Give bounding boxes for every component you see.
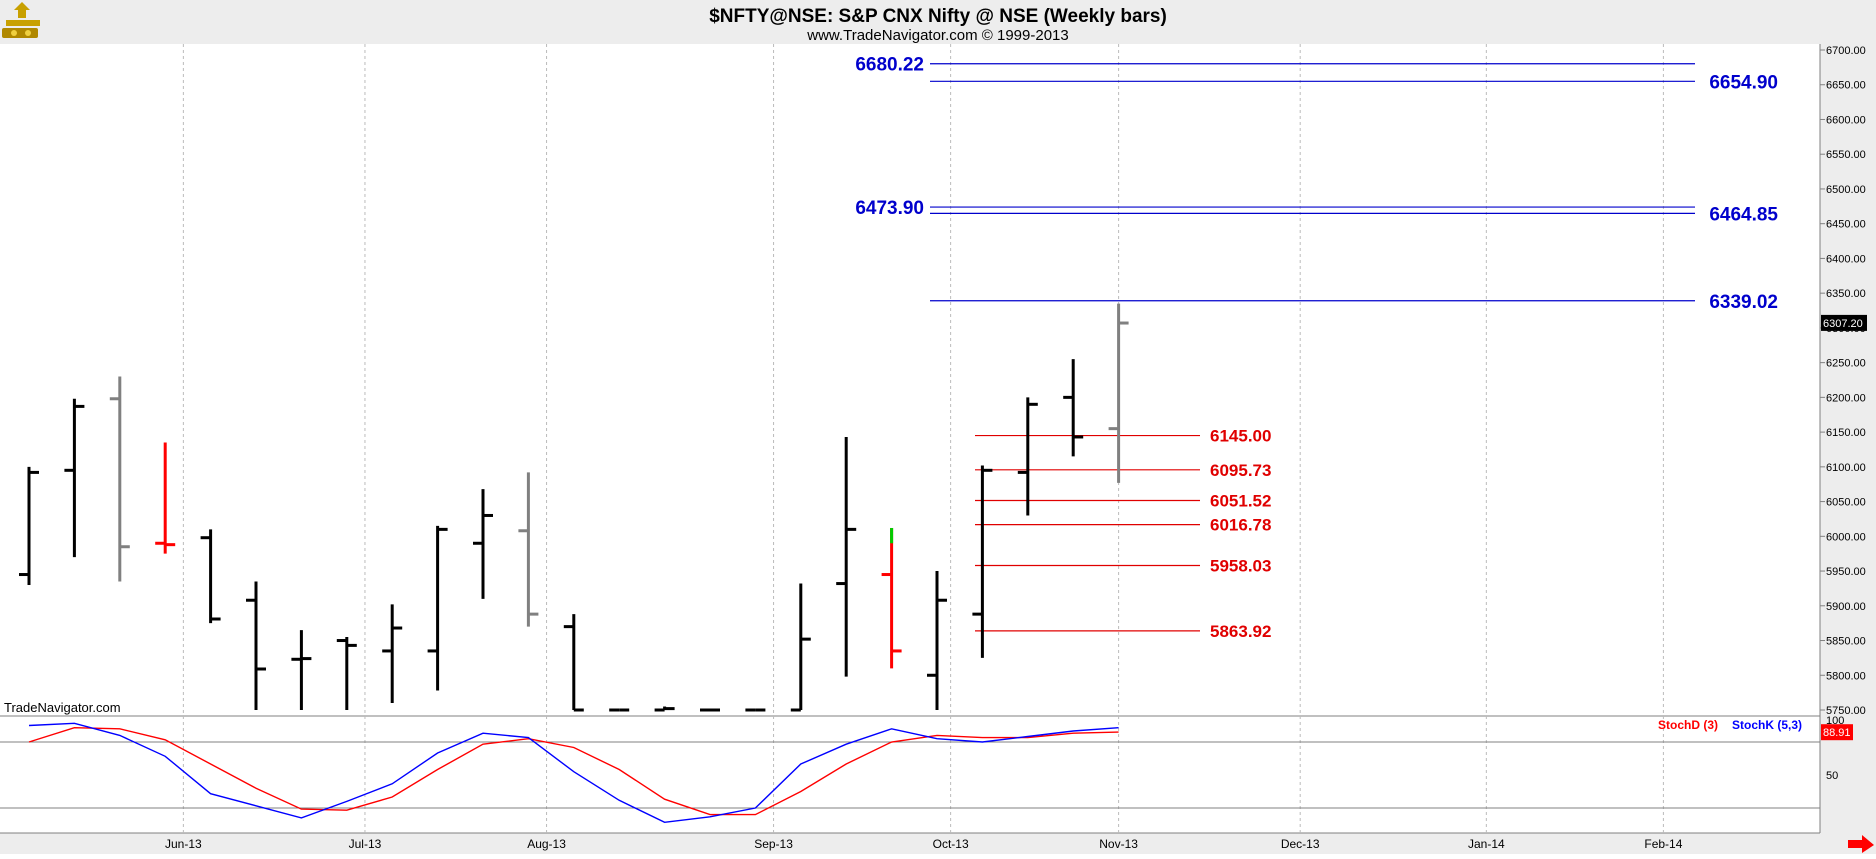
price-tick-label: 6350.00 [1826, 288, 1866, 300]
price-bar [427, 525, 448, 691]
watermark: TradeNavigator.com [4, 700, 121, 715]
support-level-label: 5958.03 [1210, 556, 1271, 575]
date-tick-label: Jun-13 [165, 837, 202, 851]
support-level-label: 6095.73 [1210, 461, 1271, 480]
date-tick-label: Sep-13 [754, 837, 793, 851]
price-tick-label: 6600.00 [1826, 114, 1866, 126]
stoch-last-label: 88.91 [1823, 727, 1851, 739]
date-axis-background [0, 833, 1876, 854]
last-price-tag [1821, 314, 1867, 331]
stoch-last-tag [1821, 724, 1853, 741]
price-tick-label: 5850.00 [1826, 636, 1866, 648]
price-bar [518, 472, 539, 627]
date-tick-label: Jan-14 [1468, 837, 1505, 851]
resistance-level-label: 6464.85 [1709, 204, 1778, 225]
resistance-level-label: 6473.90 [855, 198, 924, 219]
price-bar [563, 614, 584, 712]
price-bar [881, 527, 902, 669]
support-level-label: 6145.00 [1210, 427, 1271, 446]
price-tick-label: 6000.00 [1826, 531, 1866, 543]
stoch-k-line [28, 722, 1119, 824]
price-tick-label: 5750.00 [1826, 705, 1866, 717]
price-bar [927, 571, 947, 710]
price-bar [473, 489, 493, 599]
price-bar [790, 583, 811, 712]
price-bar [19, 466, 39, 585]
date-tick-label: Dec-13 [1281, 837, 1320, 851]
date-tick-label: Aug-13 [527, 837, 566, 851]
support-level-label: 5863.92 [1210, 622, 1271, 641]
axes: Jun-13 Jul-13 Aug-13 Sep-13 Oct-13 Nov-13 Dec-… [165, 45, 1867, 851]
stoch-d-legend: StochD (3) [1658, 718, 1718, 732]
chart-subtitle: www.TradeNavigator.com © 1999-2013 [806, 27, 1068, 44]
price-bar [109, 376, 130, 582]
price-bar [382, 604, 403, 704]
price-tick-label: 6100.00 [1826, 462, 1866, 474]
stoch-d-line [28, 726, 1119, 816]
price-tick-label: 5900.00 [1826, 601, 1866, 613]
title-bar [0, 0, 1876, 44]
stoch-k-legend: StochK (5,3) [1732, 718, 1802, 732]
resistance-level-label: 6654.90 [1709, 72, 1778, 93]
price-bar [1017, 397, 1038, 516]
stochastic-panel: StochD (3) StochK (5,3) [0, 718, 1820, 824]
price-bar [336, 637, 357, 710]
price-tick-label: 6550.00 [1826, 149, 1866, 161]
price-tick-label: 6700.00 [1826, 45, 1866, 57]
date-tick-label: Oct-13 [933, 837, 969, 851]
price-bar [972, 465, 993, 658]
chart-title: $NFTY@NSE: S&P CNX Nifty @ NSE (Weekly b… [709, 6, 1167, 27]
price-bar [654, 706, 675, 712]
price-tick-label: 6200.00 [1826, 392, 1866, 404]
price-bar [246, 581, 266, 710]
price-tick-label: 6650.00 [1826, 80, 1866, 92]
date-tick-label: Jul-13 [349, 837, 382, 851]
price-tick-label: 6450.00 [1826, 219, 1866, 231]
trade-navigator-logo-icon [2, 2, 40, 38]
price-axis-background [1820, 44, 1876, 854]
support-level-label: 6016.78 [1210, 516, 1271, 535]
price-bar [155, 442, 176, 554]
price-tick-label: 6250.00 [1826, 358, 1866, 370]
resistance-level-label: 6680.22 [855, 55, 924, 76]
price-tick-label: 5950.00 [1826, 566, 1866, 578]
stoch-tick-label: 100 [1826, 715, 1844, 727]
price-bar [1063, 359, 1084, 457]
stoch-tick-label: 50 [1826, 770, 1838, 782]
last-price-label: 6307.20 [1823, 318, 1863, 330]
price-bar [291, 630, 312, 710]
date-tick-label: Nov-13 [1099, 837, 1138, 851]
price-bar [1108, 303, 1129, 483]
price-tick-label: 5800.00 [1826, 670, 1866, 682]
price-panel: 6680.22 6654.90 6473.90 6464.85 6339.02 6145.… [19, 55, 1778, 712]
price-bar [836, 436, 857, 677]
price-tick-label: 6050.00 [1826, 497, 1866, 509]
price-tick-label: 6400.00 [1826, 253, 1866, 265]
price-bar [200, 529, 221, 624]
support-level-label: 6051.52 [1210, 492, 1271, 511]
price-tick-label: 6500.00 [1826, 184, 1866, 196]
date-tick-label: Feb-14 [1644, 837, 1682, 851]
resistance-level-label: 6339.02 [1709, 292, 1778, 313]
red-arrow-right-icon[interactable] [1848, 835, 1874, 853]
price-bar [64, 398, 85, 558]
price-tick-label: 6150.00 [1826, 427, 1866, 439]
